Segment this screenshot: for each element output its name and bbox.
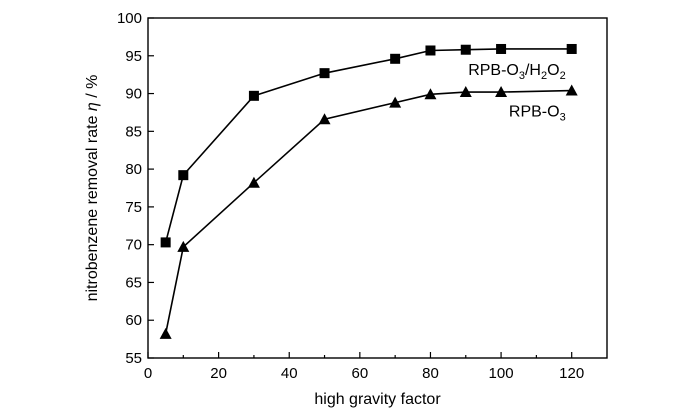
y-tick-label: 75 [125, 199, 142, 216]
x-tick-label: 20 [210, 365, 227, 382]
data-point-square [390, 53, 401, 64]
y-axis-label: nitrobenzene removal rate η / % [84, 75, 101, 302]
data-point-triangle [177, 240, 190, 252]
y-tick-label: 70 [125, 237, 142, 254]
y-tick-label: 85 [125, 123, 142, 140]
data-point-square [178, 170, 189, 181]
data-point-square [496, 43, 507, 54]
data-point-square [319, 68, 330, 79]
x-tick-label: 120 [559, 365, 584, 382]
data-point-triangle [459, 86, 472, 98]
y-tick-label: 90 [125, 86, 142, 103]
y-tick-label: 60 [125, 312, 142, 329]
data-point-triangle [495, 86, 508, 98]
y-tick-label: 100 [117, 10, 142, 27]
data-point-square [248, 90, 259, 101]
data-point-square [460, 44, 471, 55]
y-axis-label-unit: / % [84, 75, 101, 103]
y-axis-label-symbol: η [84, 102, 101, 111]
plot-frame [147, 17, 608, 359]
x-tick-label: 100 [489, 365, 514, 382]
x-tick-label: 80 [422, 365, 439, 382]
x-tick-label: 40 [281, 365, 298, 382]
y-axis-label-text: nitrobenzene removal rate [84, 111, 101, 301]
x-tick-label: 0 [144, 365, 152, 382]
x-tick-label: 60 [352, 365, 369, 382]
data-point-triangle [565, 84, 578, 96]
ticks: 0 20 40 60 80 100 120 55 60 65 70 75 80 85 90 95 100 [117, 10, 584, 382]
y-tick-label: 95 [125, 48, 142, 65]
y-tick-label: 65 [125, 274, 142, 291]
data-point-triangle [159, 327, 172, 339]
data-point-square [566, 43, 577, 54]
data-point-square [160, 237, 171, 248]
series-group: RPB-O3/H2O2 RPB-O3 [159, 43, 578, 339]
y-tick-label: 55 [125, 350, 142, 367]
x-axis-label: high gravity factor [314, 391, 441, 408]
series-label-1: RPB-O3 [509, 104, 566, 124]
series-label-0: RPB-O3/H2O2 [468, 62, 566, 82]
data-point-triangle [389, 96, 402, 108]
data-point-triangle [247, 176, 260, 188]
data-point-triangle [424, 88, 437, 100]
data-point-square [425, 45, 436, 56]
axes [147, 17, 608, 359]
y-tick-label: 80 [125, 161, 142, 178]
data-point-triangle [318, 113, 331, 125]
